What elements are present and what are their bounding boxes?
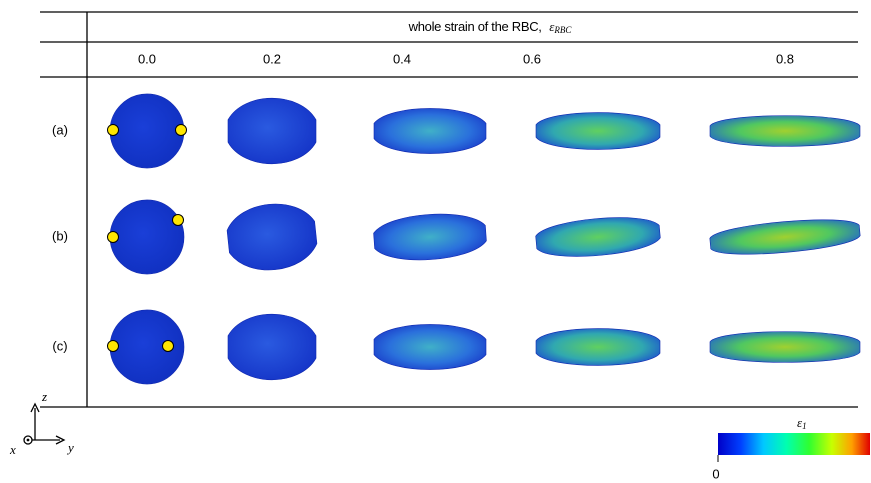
header: whole strain of the RBC, εRBC xyxy=(408,19,573,35)
figure: whole strain of the RBC, εRBC 0.00.20.40… xyxy=(0,0,871,483)
marker-point xyxy=(163,341,174,352)
cells: 0.0 0.2 0.4 0.6 0.8 (a) (b) (c) xyxy=(52,51,861,384)
column-label: 0.4 xyxy=(393,51,411,66)
column-label: 0.8 xyxy=(776,51,794,66)
row-label: (b) xyxy=(52,228,68,243)
rbc-shape xyxy=(373,211,488,264)
axis-label: y xyxy=(66,440,74,455)
marker-point xyxy=(173,215,184,226)
colorbar-min-label: 0 xyxy=(712,466,719,481)
rbc-shape xyxy=(110,200,184,274)
marker-point xyxy=(108,125,119,136)
rbc-shape xyxy=(710,116,860,147)
row-label: (c) xyxy=(52,338,67,353)
marker-point xyxy=(108,232,119,243)
rbc-shape xyxy=(374,324,486,369)
colorbar-label: ε1 xyxy=(797,415,807,431)
column-label: 0.6 xyxy=(523,51,541,66)
rbc-shape xyxy=(374,108,486,153)
rbc-shape xyxy=(709,215,861,259)
row-label: (a) xyxy=(52,122,68,137)
column-label: 0.0 xyxy=(138,51,156,66)
rbc-shape xyxy=(536,329,660,366)
out-of-plane-symbol xyxy=(27,439,30,442)
marker-point xyxy=(176,125,187,136)
rbc-shape xyxy=(536,113,660,150)
axis-label: z xyxy=(41,389,47,404)
rbc-shape xyxy=(535,213,662,261)
rbc-shape xyxy=(710,332,860,363)
column-label: 0.2 xyxy=(263,51,281,66)
axis-label: x xyxy=(9,442,16,457)
rbc-shape xyxy=(110,94,184,168)
colorbar xyxy=(718,433,870,455)
rbc-shape xyxy=(228,314,316,380)
rbc-shape xyxy=(225,200,319,274)
marker-point xyxy=(108,341,119,352)
rbc-shape xyxy=(228,98,316,164)
